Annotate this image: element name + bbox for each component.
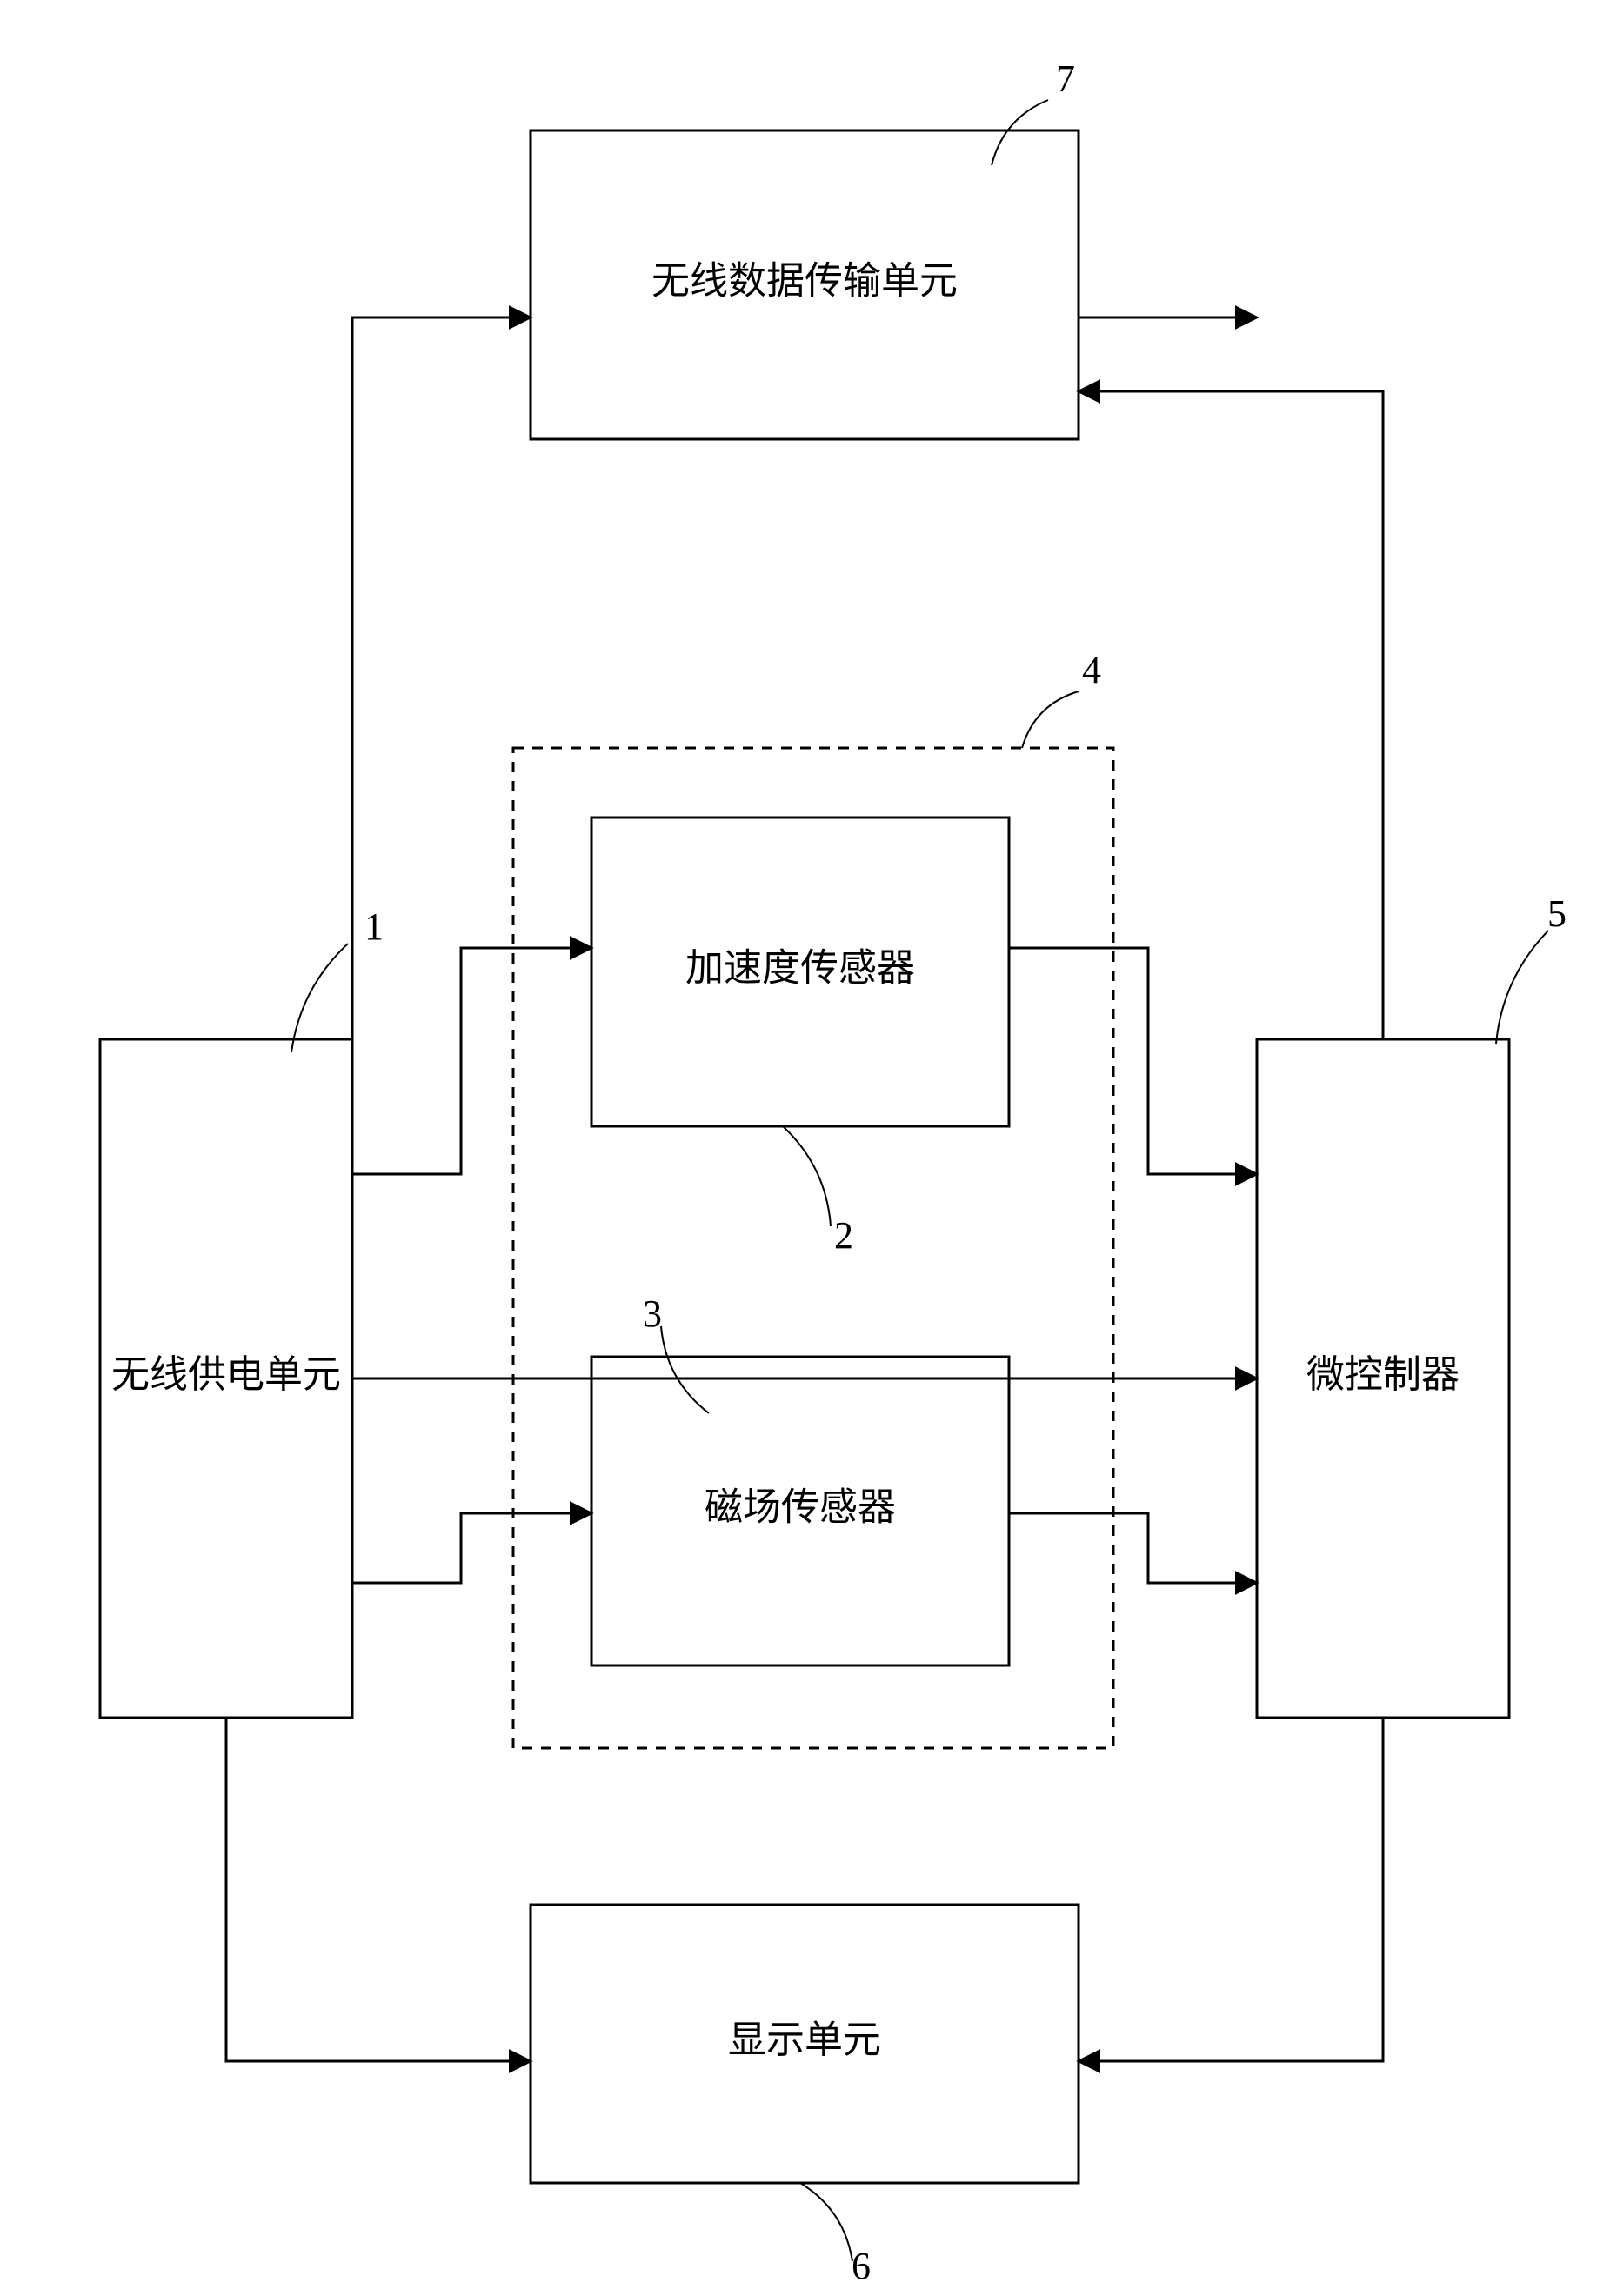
- leader-l3: [661, 1326, 709, 1413]
- mag_sensor-label: 磁场传感器: [705, 1486, 896, 1529]
- edge-7: [1009, 1513, 1257, 1583]
- label-l6: 6: [852, 2245, 871, 2287]
- leader-l6: [800, 2183, 852, 2261]
- label-l7: 7: [1056, 57, 1075, 100]
- microcontroller-label: 微控制器: [1306, 1353, 1460, 1396]
- leader-l1: [291, 944, 348, 1052]
- label-l1: 1: [364, 905, 384, 948]
- label-l5: 5: [1547, 892, 1567, 935]
- display-label: 显示单元: [728, 2019, 881, 2061]
- edge-5: [352, 1513, 591, 1583]
- edge-0: [352, 317, 531, 1139]
- edge-6: [1009, 948, 1257, 1174]
- accel_sensor-label: 加速度传感器: [685, 947, 915, 990]
- edge-3: [352, 948, 591, 1174]
- leader-l2: [783, 1126, 831, 1226]
- label-l3: 3: [643, 1292, 662, 1335]
- edge-8: [226, 1718, 531, 2061]
- label-l4: 4: [1082, 649, 1101, 691]
- label-l2: 2: [834, 1214, 853, 1257]
- sensor-group-box: [513, 748, 1113, 1748]
- edge-2: [1079, 391, 1383, 1039]
- leader-l4: [1022, 691, 1079, 748]
- leader-l7: [992, 100, 1048, 165]
- wireless_power-label: 无线供电单元: [111, 1353, 341, 1396]
- edge-9: [1079, 1718, 1383, 2061]
- wireless_data-label: 无线数据传输单元: [651, 260, 958, 303]
- leader-l5: [1496, 931, 1548, 1044]
